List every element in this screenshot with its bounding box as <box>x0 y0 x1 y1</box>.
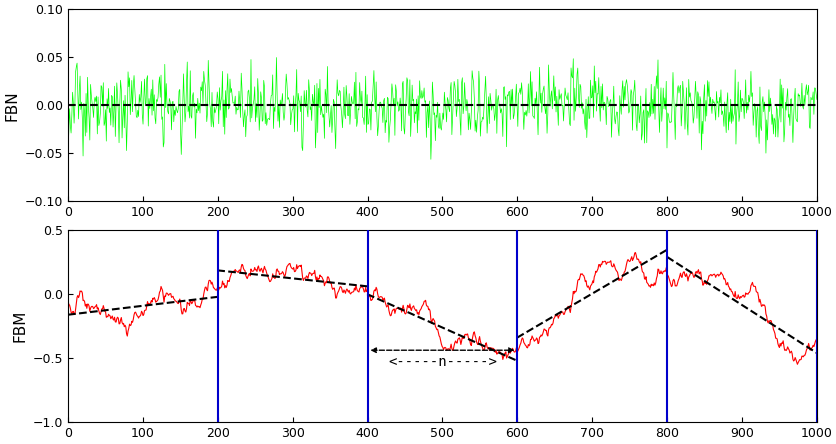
Text: <-----n----->: <-----n-----> <box>388 355 497 369</box>
Y-axis label: FBN: FBN <box>4 90 19 121</box>
Y-axis label: FBM: FBM <box>13 309 27 342</box>
